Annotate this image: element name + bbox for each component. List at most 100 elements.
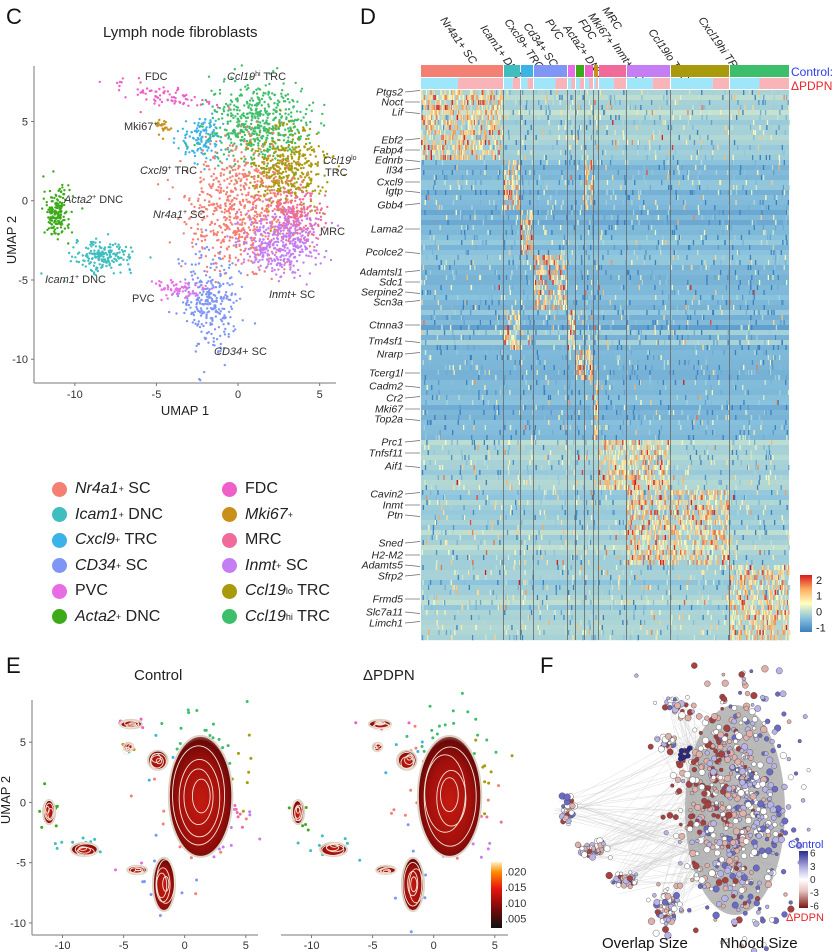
milo-node (744, 880, 749, 885)
milo-node (781, 711, 787, 717)
cluster-points (156, 107, 320, 298)
milo-node (740, 866, 746, 871)
gene-label-leader (404, 385, 421, 388)
milo-node (754, 705, 762, 712)
milo-node (689, 790, 695, 796)
milo-node (736, 712, 742, 718)
heatmap-row (421, 255, 789, 261)
cluster-annotation (585, 65, 593, 77)
heatmap-row (421, 225, 789, 231)
milo-node (764, 837, 770, 842)
milo-node (787, 905, 795, 913)
milo-node (734, 848, 740, 854)
milo-node (693, 872, 699, 878)
milo-node (741, 676, 746, 681)
milo-node (780, 808, 786, 814)
milo-node (713, 748, 718, 754)
density-contour (74, 843, 98, 856)
milo-node (802, 714, 808, 719)
gene-label: Frmd5 (373, 594, 403, 606)
milo-node (690, 702, 697, 709)
milo-node (711, 755, 717, 762)
milo-node (711, 713, 718, 720)
legend-control-label: Control: (791, 65, 833, 79)
heatmap-row (421, 130, 789, 136)
legend-color-dot (222, 609, 237, 624)
gene-label: Igtp (385, 186, 403, 198)
heatmap-row (421, 125, 789, 131)
milo-node (574, 841, 582, 848)
heatmap-colorbar (800, 575, 812, 632)
milo-node (721, 679, 729, 687)
heatmap-row (421, 115, 789, 121)
condition-annotation-mutant (457, 78, 503, 89)
milo-node (712, 911, 720, 919)
gene-label-leader (404, 465, 421, 468)
cluster-annotation (671, 65, 729, 77)
heatmap-row (421, 515, 789, 521)
milo-node (681, 778, 686, 784)
gene-label-leader (404, 90, 421, 93)
milo-node (607, 855, 613, 861)
gene-label: Adamtsl1 (360, 267, 403, 279)
density-contour (294, 806, 301, 819)
milo-node (806, 768, 811, 773)
density-contour (156, 872, 168, 899)
legend-color-dot (222, 481, 237, 497)
gene-label: Ptgs2 (376, 87, 403, 99)
density-contour (408, 868, 424, 904)
milo-node (756, 826, 762, 832)
milo-node (663, 830, 669, 836)
density-contour (375, 742, 381, 748)
legend-color-dot (52, 507, 67, 522)
legend-item: Acta2 + DNC (52, 608, 160, 626)
milo-node (795, 842, 803, 850)
density-colorbar-tick: .010 (505, 898, 526, 910)
milo-node (689, 839, 695, 845)
density-contour (406, 754, 413, 761)
milo-node (735, 732, 743, 740)
milo-node (683, 770, 692, 779)
density-contour (150, 753, 161, 763)
legend-mutant-label: ΔPDPN (791, 79, 832, 93)
milo-node (711, 775, 717, 780)
milo-node (775, 667, 783, 675)
milo-node (678, 833, 686, 840)
milo-node (672, 814, 679, 820)
gene-label: Lama2 (371, 224, 403, 236)
heatmap-row (421, 595, 789, 601)
milo-node (719, 940, 724, 945)
gene-label: Sfrp2 (378, 571, 403, 583)
density-contour (372, 723, 392, 731)
legend-item: FDC (222, 480, 278, 498)
milo-node (612, 880, 616, 885)
e-x-tick-label: -10 (304, 940, 320, 952)
heatmap-row (421, 140, 789, 146)
milo-node (729, 771, 734, 776)
heatmap-row (421, 420, 789, 426)
milo-node (723, 724, 731, 732)
milo-node (716, 901, 723, 908)
milo-node (736, 871, 743, 878)
condition-annotation-mutant (589, 78, 593, 89)
legend-label: Ccl19 (245, 607, 286, 625)
legend-label: MRC (245, 531, 282, 548)
cluster-label-acta2: Acta2+ DNC (63, 194, 123, 206)
e-x-tick-label: 5 (243, 940, 249, 952)
milo-node (739, 829, 745, 835)
density-mutant-title: ΔPDPN (363, 667, 415, 684)
legend-label: Cxcl9 (75, 531, 116, 548)
milo-node (738, 807, 742, 812)
milo-node (586, 845, 591, 850)
gene-label-leader (404, 159, 421, 162)
milo-node (797, 739, 802, 744)
milo-node (654, 736, 660, 743)
milo-node (563, 793, 571, 801)
density-contour (436, 769, 467, 827)
milo-node (742, 901, 748, 906)
milo-node (722, 840, 728, 846)
gene-label-leader (404, 270, 421, 273)
milo-node (738, 720, 744, 726)
milo-node (767, 781, 774, 789)
milo-node (774, 852, 779, 857)
